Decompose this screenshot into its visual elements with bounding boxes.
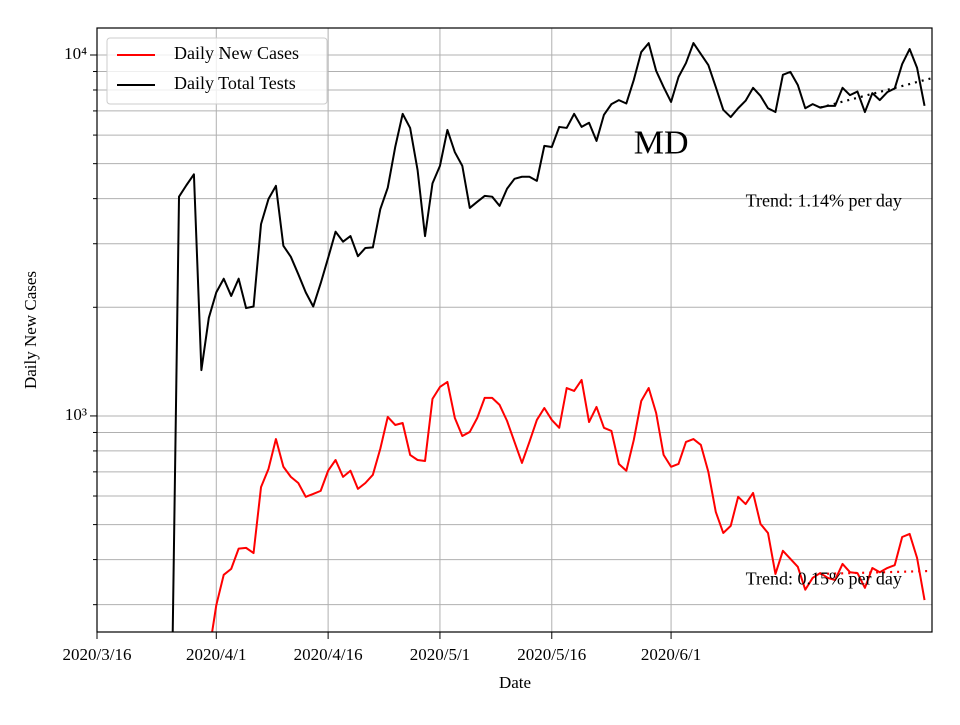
trend-annotation: Trend: 1.14% per day [746,191,902,211]
x-tick-label: 2020/4/1 [186,645,246,664]
y-tick-label: 10³ [65,405,87,424]
plot-area [171,42,932,632]
x-tick-label: 2020/5/16 [517,645,586,664]
x-tick-label: 2020/5/1 [410,645,470,664]
y-axis-label: Daily New Cases [21,271,40,389]
legend: Daily New Cases Daily Total Tests [106,37,328,105]
y-tick-label: 10⁴ [64,44,87,63]
axes-frame [96,27,933,633]
x-tick-label: 2020/3/16 [63,645,132,664]
chart-label: MD [634,125,689,162]
x-axis-label: Date [499,673,531,692]
data-line [171,42,926,632]
legend-box [106,37,328,105]
trend-line [819,77,932,109]
legend-label: Daily Total Tests [174,73,296,93]
x-tick-label: 2020/6/1 [641,645,701,664]
data-line [211,378,926,632]
x-tick-label: 2020/4/16 [294,645,363,664]
trend-annotation: Trend: 0.15% per day [746,569,902,589]
legend-label: Daily New Cases [174,43,299,63]
